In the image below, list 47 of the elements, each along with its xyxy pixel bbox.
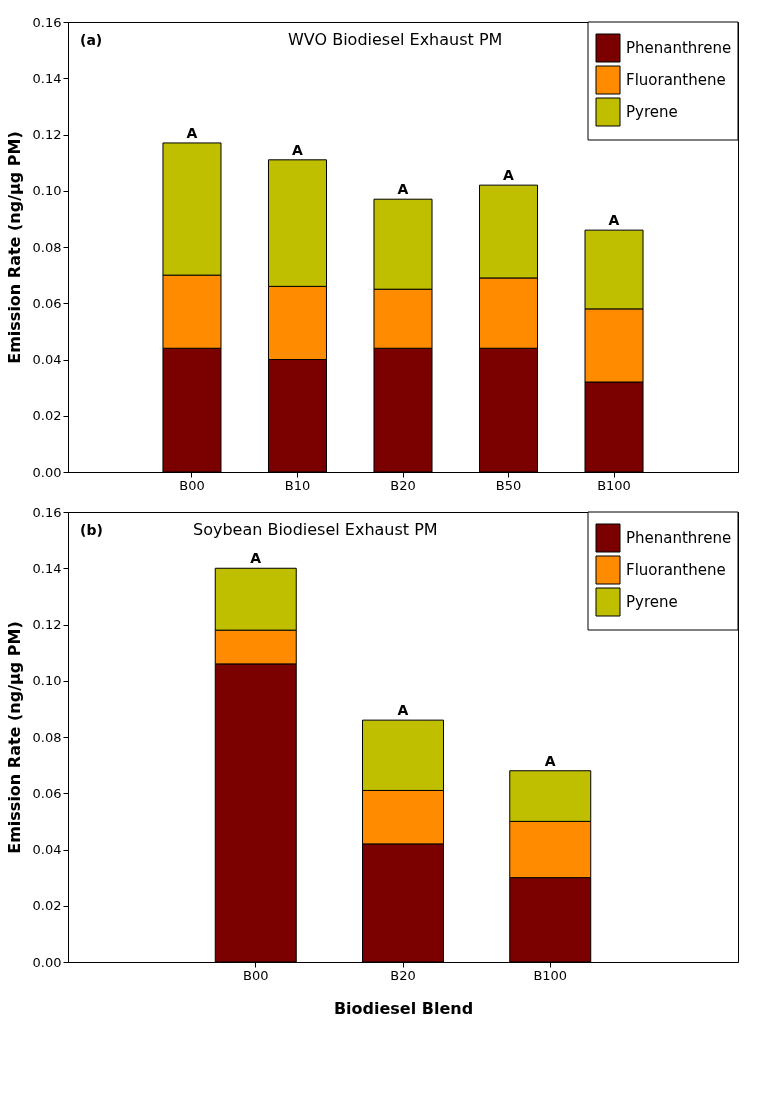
x-tick-label: B100 — [533, 967, 568, 983]
y-tick-label: 0.08 — [32, 239, 62, 255]
x-tick-label: B20 — [390, 967, 416, 983]
y-tick-label: 0.00 — [32, 464, 62, 480]
y-tick-label: 0.16 — [32, 504, 62, 520]
y-tick-label: 0.04 — [32, 352, 62, 367]
y-tick-label: 0.02 — [32, 408, 62, 424]
legend-label: Phenanthrene — [626, 529, 732, 547]
y-tick-label: 0.10 — [32, 183, 62, 199]
annotation: A — [397, 702, 409, 719]
y-tick-label: 0.14 — [32, 560, 62, 576]
legend-label: Phenanthrene — [626, 39, 732, 57]
annotation: (b) — [80, 522, 103, 538]
annotation: A — [292, 141, 304, 158]
y-tick-label: 0.12 — [32, 617, 62, 632]
text: Soybean Biodiesel Exhaust PM — [193, 520, 438, 539]
legend-label: Fluoranthene — [626, 561, 726, 579]
y-tick-label: 0.06 — [32, 785, 62, 801]
annotation: A — [503, 167, 515, 184]
x-axis-title: Biodiesel Blend — [333, 998, 474, 1018]
y-tick-label: 0.14 — [32, 70, 62, 86]
annotation: A — [186, 124, 198, 141]
annotation: A — [397, 181, 409, 198]
y-tick-label: 0.12 — [32, 127, 62, 142]
annotation: A — [608, 212, 620, 229]
x-tick-label: B00 — [179, 477, 205, 493]
y-tick-label: 0.00 — [32, 954, 62, 970]
x-tick-label: B100 — [597, 477, 631, 493]
legend-label: Pyrene — [626, 103, 678, 121]
y-tick-label: 0.06 — [32, 295, 62, 311]
x-tick-label: B00 — [243, 967, 269, 983]
x-tick-label: B10 — [284, 477, 311, 493]
legend-label: Pyrene — [626, 593, 678, 611]
annotation: A — [250, 550, 262, 567]
y-tick-label: 0.02 — [32, 898, 62, 914]
y-axis-title: Emission Rate (ng/µg PM) — [4, 131, 24, 364]
annotation: (a) — [80, 32, 103, 48]
x-tick-label: B50 — [495, 477, 522, 493]
legend-label: Fluoranthene — [626, 71, 726, 89]
y-tick-label: 0.10 — [32, 673, 62, 689]
y-tick-label: 0.16 — [32, 14, 62, 30]
y-tick-label: 0.08 — [32, 729, 62, 745]
y-axis-title: Emission Rate (ng/µg PM) — [4, 621, 24, 854]
text: WVO Biodiesel Exhaust PM — [288, 30, 503, 49]
annotation: A — [544, 752, 556, 769]
y-tick-label: 0.04 — [32, 842, 62, 857]
x-tick-label: B20 — [390, 477, 416, 493]
